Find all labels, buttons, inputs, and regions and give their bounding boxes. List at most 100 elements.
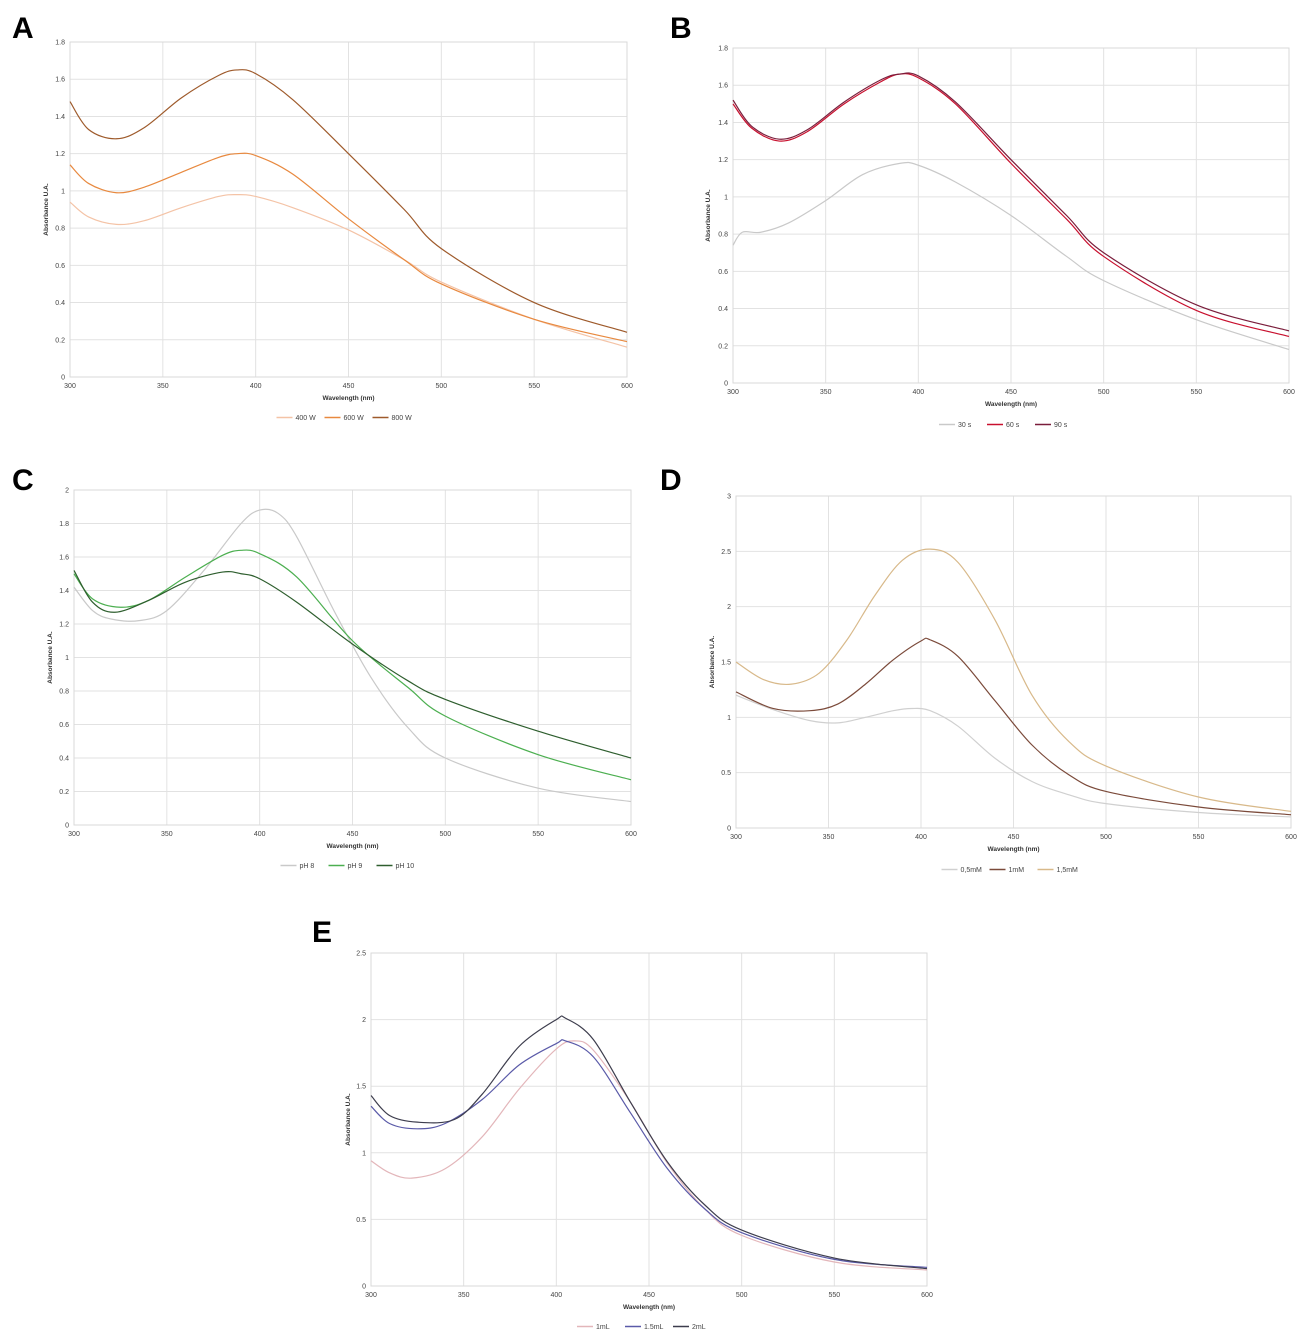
- series-line-1mm: [735, 637, 1292, 816]
- y-axis-title: Absorbance U.A.: [345, 1093, 352, 1146]
- series-line-ph-10: [73, 570, 632, 759]
- legend-label: 1mM: [1009, 867, 1025, 874]
- x-tick-label: 350: [820, 389, 832, 396]
- x-tick-label: 500: [736, 1292, 748, 1299]
- plot-area-border: [732, 47, 1290, 384]
- x-tick-label: 500: [439, 831, 451, 838]
- panel-letter: A: [12, 12, 34, 45]
- y-tick-label: 0.2: [59, 789, 69, 796]
- x-tick-label: 400: [254, 831, 266, 838]
- x-axis-title: Wavelength (nm): [322, 395, 374, 402]
- x-tick-label: 500: [1098, 389, 1110, 396]
- y-tick-label: 1.6: [718, 83, 728, 90]
- y-tick-label: 1: [362, 1150, 366, 1157]
- y-tick-label: 2.5: [356, 951, 366, 958]
- x-tick-label: 450: [343, 383, 355, 390]
- x-tick-label: 600: [921, 1292, 933, 1299]
- x-tick-label: 450: [1008, 834, 1020, 841]
- plot-area-border: [370, 952, 928, 1287]
- panel-e: E 0 0.5 1 1.5 2 2.5 300 350 400 450 500 550 600 Wavele…: [312, 916, 933, 1331]
- legend-label: pH 8: [300, 863, 315, 870]
- legend-label: 1mL: [596, 1324, 610, 1331]
- series-line-ph-9: [73, 549, 632, 781]
- x-tick-label: 450: [347, 831, 359, 838]
- panel-letter: D: [660, 464, 682, 497]
- y-tick-label: 1: [727, 715, 731, 722]
- legend-label: 400 W: [296, 415, 317, 422]
- x-tick-label: 350: [823, 834, 835, 841]
- x-tick-label: 500: [1100, 834, 1112, 841]
- legend-label: 2mL: [692, 1324, 706, 1331]
- panel-letter: E: [312, 916, 332, 949]
- x-tick-label: 350: [157, 383, 169, 390]
- legend-label: 800 W: [392, 415, 413, 422]
- y-tick-label: 0.4: [59, 756, 69, 763]
- plot-area-border: [73, 489, 632, 826]
- panel-letter: B: [670, 12, 692, 45]
- x-tick-label: 500: [435, 383, 447, 390]
- panel-d: D 0 0.5 1 1.5 2 2.5 3 300 350 400 450 500 550 600 Wavel…: [660, 464, 1297, 874]
- y-tick-label: 0.8: [718, 232, 728, 239]
- y-tick-label: 0: [724, 381, 728, 388]
- panel-a: A 0 0.2 0.4 0.6 0.8 1 1.2 1.4 1.6 1.8 300 350 400 450 5…: [12, 12, 633, 422]
- x-tick-label: 400: [550, 1292, 562, 1299]
- legend-label: pH 10: [396, 863, 415, 870]
- x-axis-title: Wavelength (nm): [326, 843, 378, 850]
- x-tick-label: 400: [912, 389, 924, 396]
- y-tick-label: 3: [727, 494, 731, 501]
- y-axis-title: Absorbance U.A.: [47, 631, 54, 684]
- x-tick-label: 400: [915, 834, 927, 841]
- y-tick-label: 1.8: [55, 40, 65, 47]
- y-tick-label: 0: [65, 823, 69, 830]
- y-tick-label: 1.2: [718, 157, 728, 164]
- y-tick-label: 0: [362, 1284, 366, 1291]
- x-tick-label: 300: [68, 831, 80, 838]
- y-tick-label: 0.6: [55, 263, 65, 270]
- legend-label: pH 9: [348, 863, 363, 870]
- series-line-90-s: [732, 72, 1290, 332]
- y-tick-label: 1: [724, 194, 728, 201]
- x-axis-title: Wavelength (nm): [987, 846, 1039, 853]
- series-line-2ml: [370, 1015, 928, 1270]
- legend-label: 0,5mM: [961, 867, 983, 874]
- x-tick-label: 400: [250, 383, 262, 390]
- x-tick-label: 600: [1285, 834, 1297, 841]
- y-tick-label: 0.5: [721, 770, 731, 777]
- x-tick-label: 600: [625, 831, 637, 838]
- x-tick-label: 450: [643, 1292, 655, 1299]
- plot-area-border: [69, 41, 628, 378]
- y-tick-label: 1.5: [356, 1084, 366, 1091]
- y-axis-title: Absorbance U.A.: [709, 636, 716, 689]
- y-tick-label: 0: [61, 375, 65, 382]
- y-tick-label: 1.6: [55, 77, 65, 84]
- x-tick-label: 300: [64, 383, 76, 390]
- y-tick-label: 0.5: [356, 1217, 366, 1224]
- y-tick-label: 1.8: [59, 521, 69, 528]
- x-tick-label: 450: [1005, 389, 1017, 396]
- x-tick-label: 350: [458, 1292, 470, 1299]
- x-tick-label: 300: [727, 389, 739, 396]
- y-tick-label: 1: [65, 655, 69, 662]
- series-line-60-s: [732, 73, 1290, 338]
- y-tick-label: 2: [65, 488, 69, 495]
- x-tick-label: 550: [532, 831, 544, 838]
- legend-label: 1,5mM: [1057, 867, 1079, 874]
- x-tick-label: 600: [1283, 389, 1295, 396]
- y-tick-label: 1: [61, 188, 65, 195]
- x-tick-label: 350: [161, 831, 173, 838]
- y-tick-label: 0.8: [55, 226, 65, 233]
- series-line-600-w: [69, 152, 628, 343]
- y-tick-label: 0: [727, 826, 731, 833]
- series-line-30-s: [732, 161, 1290, 351]
- legend-label: 30 s: [958, 422, 972, 429]
- series-line-800-w: [69, 69, 628, 333]
- y-tick-label: 0.2: [55, 337, 65, 344]
- legend-label: 90 s: [1054, 422, 1068, 429]
- y-tick-label: 1.2: [59, 622, 69, 629]
- x-tick-label: 600: [621, 383, 633, 390]
- y-tick-label: 1.8: [718, 46, 728, 53]
- y-tick-label: 0.4: [718, 306, 728, 313]
- y-tick-label: 1.4: [718, 120, 728, 127]
- x-tick-label: 550: [1193, 834, 1205, 841]
- y-tick-label: 0.4: [55, 300, 65, 307]
